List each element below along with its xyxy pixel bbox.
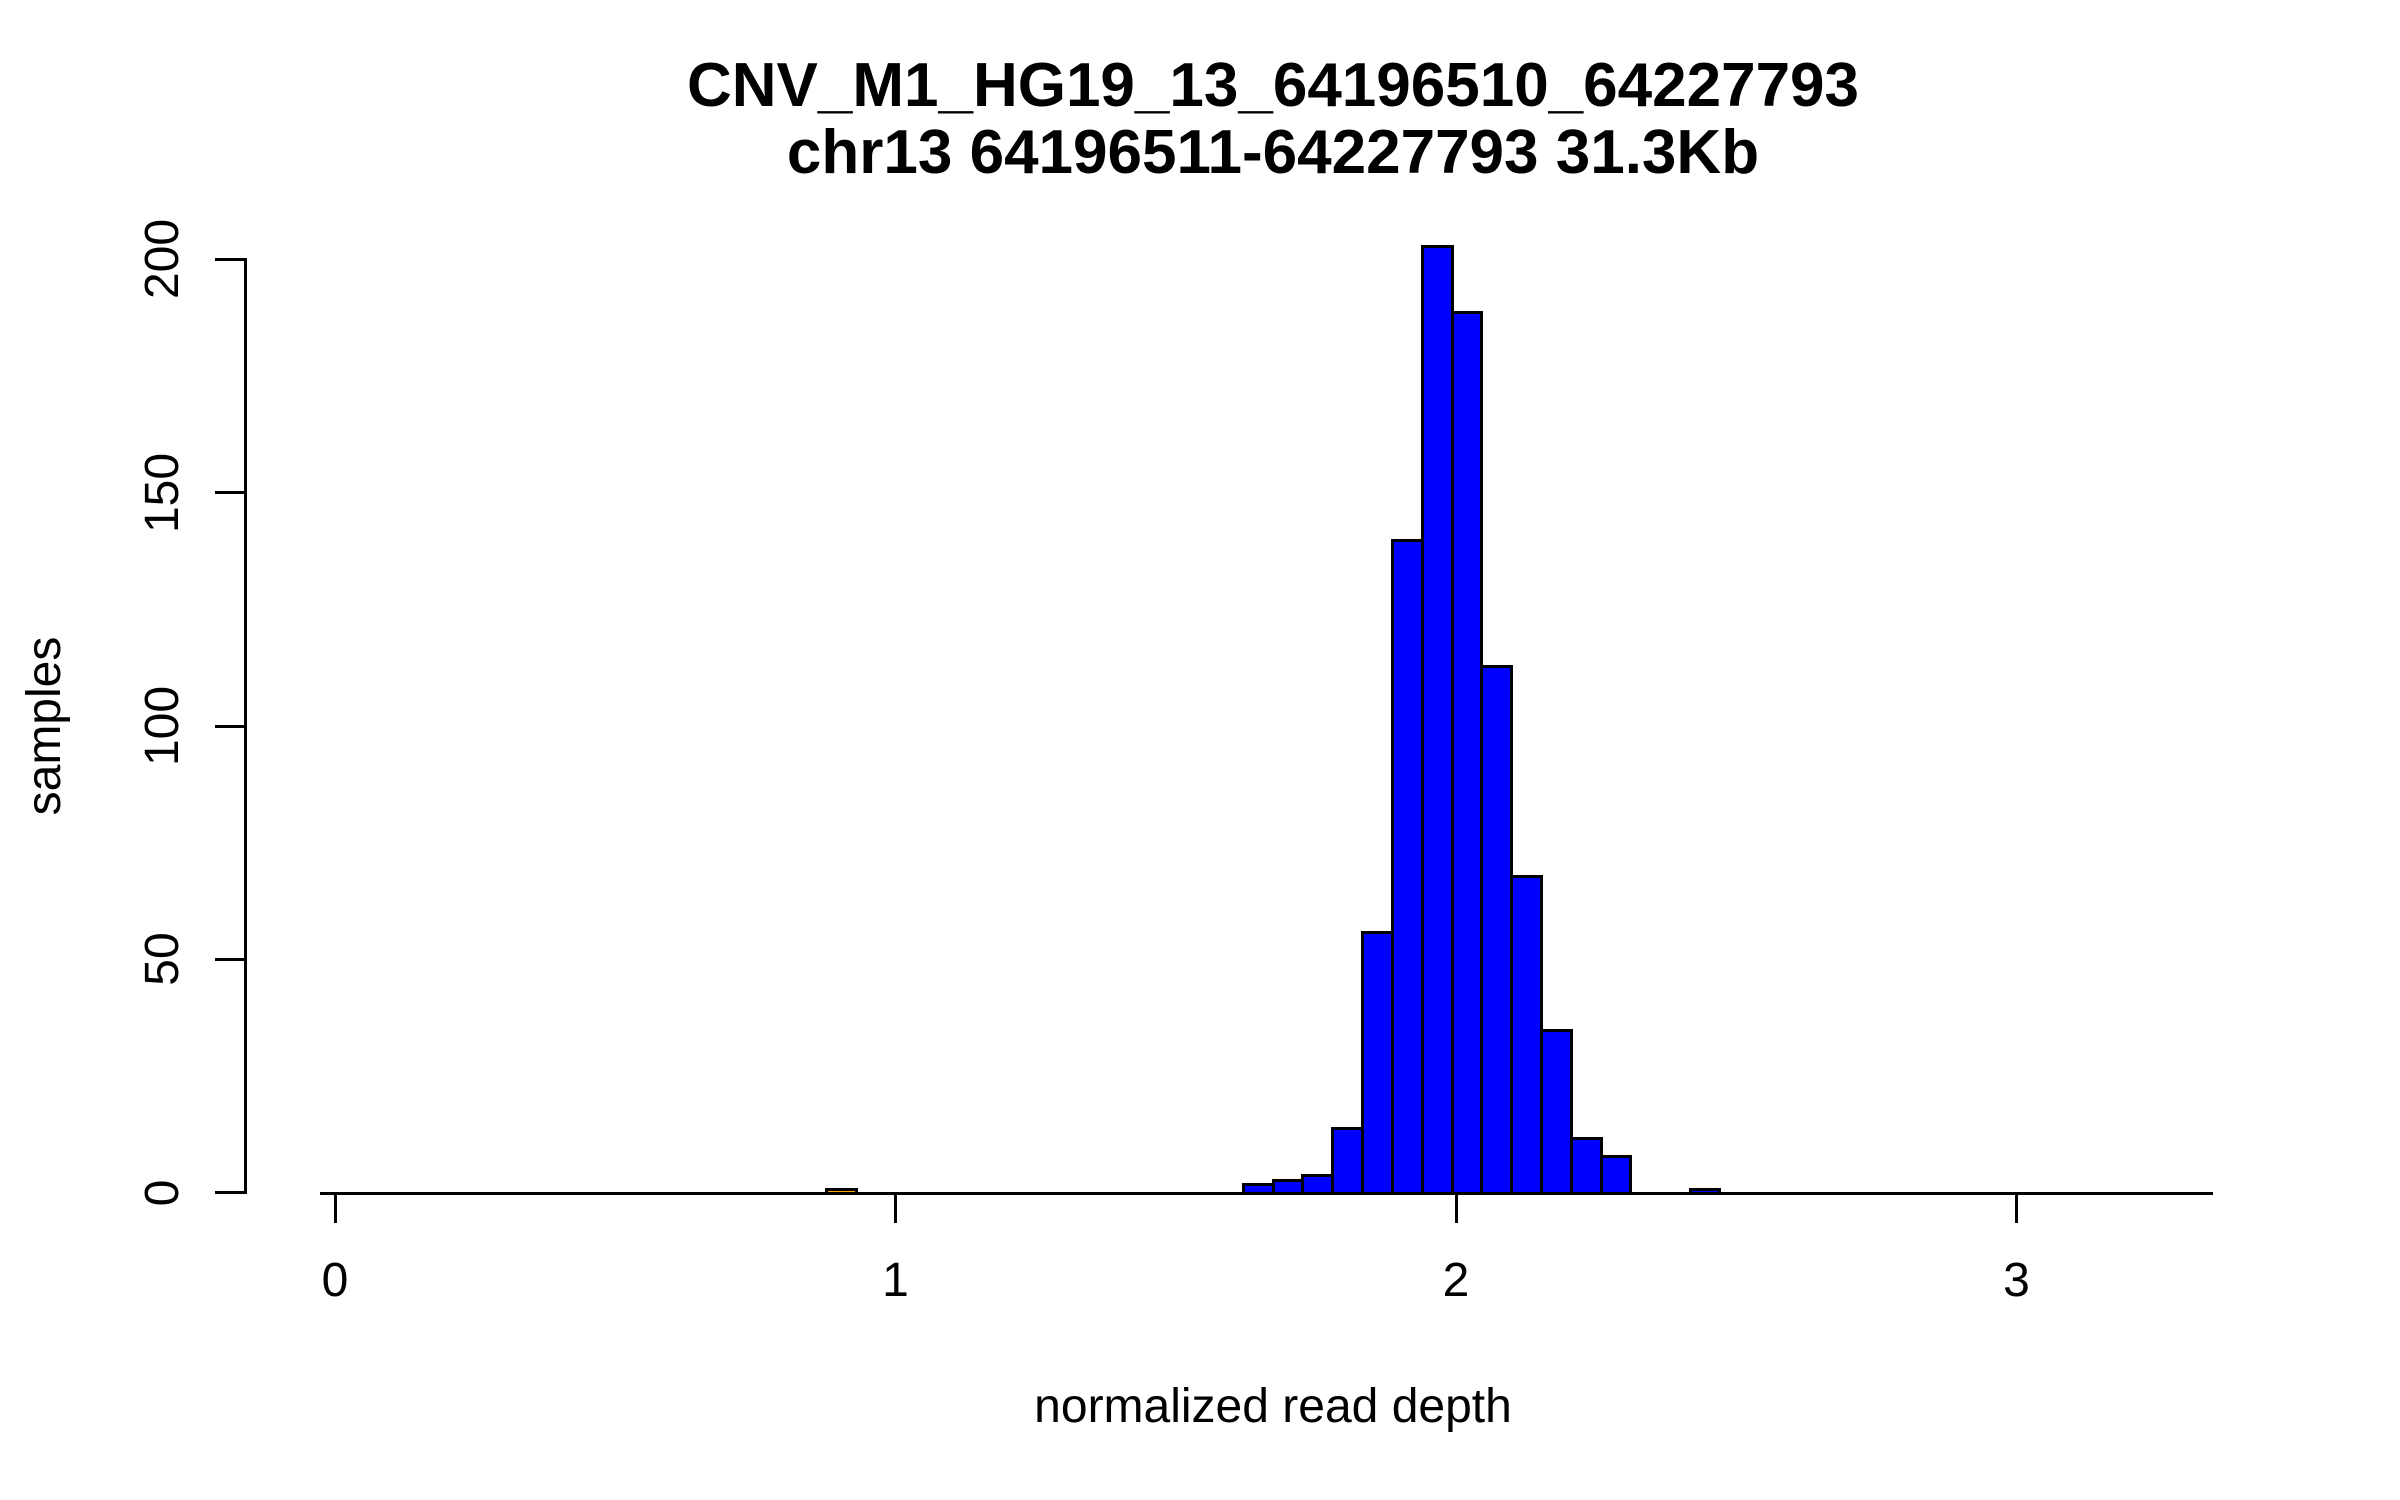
chart-title: CNV_M1_HG19_13_64196510_64227793: [686, 51, 1860, 120]
y-tick-label: 0: [136, 1179, 189, 1207]
y-tick-label: 50: [136, 932, 189, 987]
y-axis-title: samples: [18, 636, 71, 816]
histogram-bar: [1271, 1178, 1305, 1196]
histogram-bar: [1450, 310, 1484, 1196]
x-tick-label: 2: [1442, 1254, 1470, 1307]
chart-subtitle: chr13 64196511-64227793 31.3Kb: [786, 118, 1760, 187]
x-tick-mark: [1454, 1193, 1458, 1223]
histogram-bar: [1301, 1173, 1335, 1196]
y-axis-line: [243, 258, 247, 1194]
y-tick-mark: [215, 491, 245, 495]
x-axis-title: normalized read depth: [1034, 1380, 1512, 1433]
histogram-bar: [1361, 931, 1395, 1196]
histogram-bar: [1509, 875, 1543, 1196]
x-tick-mark: [333, 1193, 337, 1223]
y-tick-label: 150: [136, 452, 189, 533]
x-tick-mark: [2015, 1193, 2018, 1223]
x-tick-mark: [894, 1193, 897, 1223]
histogram-bar: [1688, 1187, 1722, 1196]
histogram-bar: [1480, 665, 1513, 1196]
chart-title-block: CNV_M1_HG19_13_64196510_64227793 chr13 6…: [323, 52, 2223, 186]
histogram-bar: [1242, 1183, 1275, 1196]
y-tick-mark: [215, 1191, 245, 1195]
histogram-bar: [1420, 245, 1454, 1196]
histogram-bar: [1569, 1136, 1603, 1196]
x-tick-label: 1: [882, 1254, 909, 1307]
y-tick-mark: [215, 724, 245, 728]
y-tick-mark: [215, 257, 245, 261]
histogram-bar: [1539, 1029, 1573, 1196]
y-tick-mark: [215, 957, 245, 961]
histogram-bar: [1331, 1127, 1365, 1196]
y-tick-label: 100: [136, 686, 189, 767]
histogram-bar: [825, 1187, 858, 1196]
histogram-bar: [1599, 1155, 1633, 1196]
y-tick-label: 200: [136, 219, 189, 300]
histogram-bar: [1391, 539, 1424, 1196]
x-tick-label: 0: [321, 1254, 349, 1307]
x-tick-label: 3: [2003, 1254, 2030, 1307]
